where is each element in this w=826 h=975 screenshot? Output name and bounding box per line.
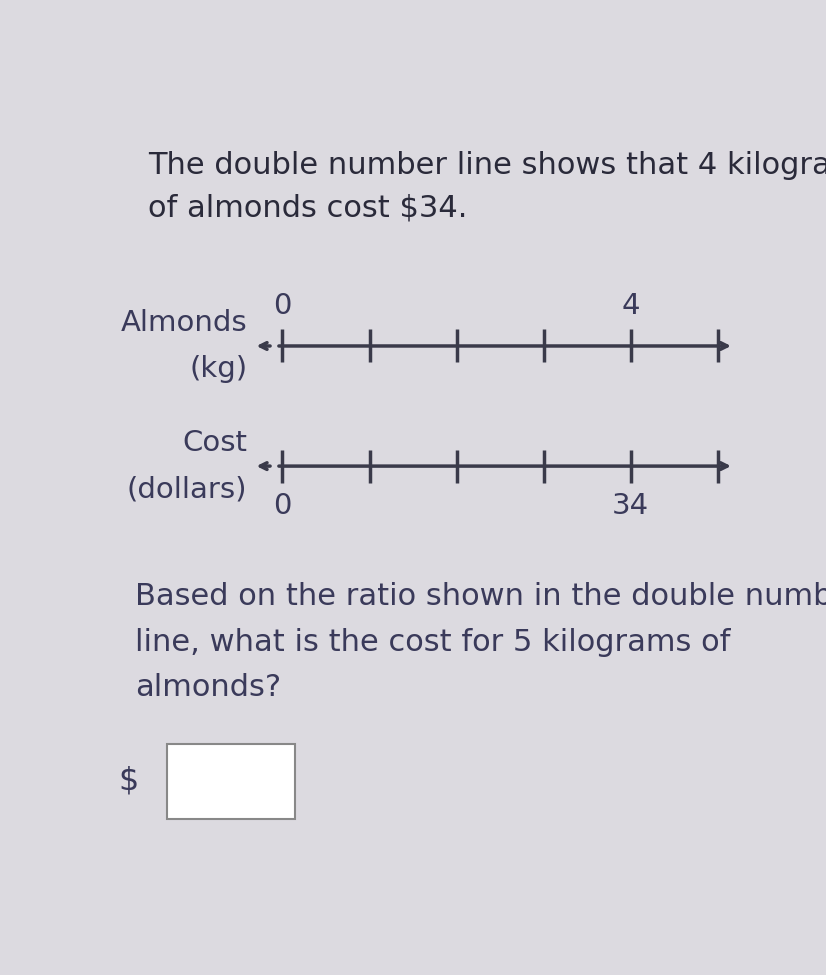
Text: $: $ <box>118 766 139 797</box>
Text: Almonds: Almonds <box>121 309 247 337</box>
Text: Based on the ratio shown in the double number
line, what is the cost for 5 kilog: Based on the ratio shown in the double n… <box>135 582 826 702</box>
Text: 4: 4 <box>621 292 640 321</box>
Text: 0: 0 <box>273 292 292 321</box>
Text: (kg): (kg) <box>189 355 247 383</box>
Text: Cost: Cost <box>183 429 247 457</box>
Text: 0: 0 <box>273 491 292 520</box>
Text: The double number line shows that 4 kilograms
of almonds cost $34.: The double number line shows that 4 kilo… <box>148 151 826 222</box>
FancyBboxPatch shape <box>167 744 296 819</box>
Text: 34: 34 <box>612 491 649 520</box>
Text: (dollars): (dollars) <box>126 475 247 503</box>
